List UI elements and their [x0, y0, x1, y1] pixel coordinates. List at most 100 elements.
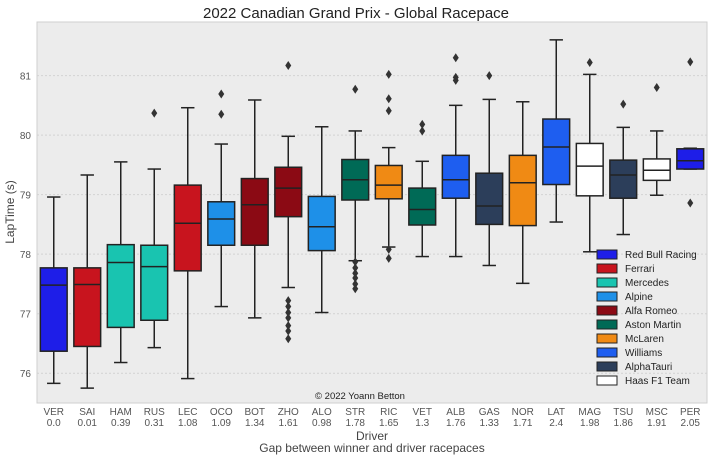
legend-label-5: Aston Martin — [625, 320, 681, 331]
outlier-MAG-0 — [586, 57, 593, 67]
box-VER — [39, 196, 68, 385]
box-MSC — [642, 82, 671, 196]
x-tick-gap-RUS: 0.31 — [145, 418, 165, 429]
legend-swatch-4 — [596, 305, 618, 316]
legend-swatch-2 — [596, 277, 618, 288]
legend-label-2: Mercedes — [625, 278, 669, 289]
outlier-RIC-0 — [385, 69, 392, 79]
outlier-RUS-0 — [151, 108, 158, 118]
y-tick-78: 78 — [20, 250, 32, 261]
outlier-PER-0 — [687, 57, 694, 67]
outlier-MSC-0 — [653, 82, 660, 92]
x-tick-driver-STR: STR — [345, 407, 365, 418]
x-tick-driver-VET: VET — [413, 407, 432, 418]
iqr-box-HAM — [106, 243, 135, 329]
iqr-box-OCO — [207, 201, 236, 246]
x-tick-driver-RIC: RIC — [380, 407, 397, 418]
iqr-box-VER — [39, 267, 68, 352]
x-tick-gap-ZHO: 1.61 — [279, 418, 299, 429]
x-tick-driver-ALB: ALB — [446, 407, 465, 418]
outlier-ZHO-7 — [285, 334, 292, 344]
legend-swatch-3 — [596, 291, 618, 302]
outlier-STR-3 — [352, 268, 359, 278]
box-ALB — [441, 53, 470, 258]
x-tick-gap-ALO: 0.98 — [312, 418, 332, 429]
outlier-RIC-1 — [385, 94, 392, 104]
x-tick-driver-LEC: LEC — [178, 407, 197, 418]
x-tick-gap-LAT: 2.4 — [549, 418, 563, 429]
box-RIC — [374, 69, 403, 263]
iqr-box-ZHO — [274, 166, 303, 218]
y-tick-81: 81 — [20, 72, 32, 83]
legend-label-7: Williams — [625, 348, 662, 359]
x-tick-driver-MSC: MSC — [646, 407, 668, 418]
outlier-GAS-0 — [486, 71, 493, 81]
outlier-ZHO-2 — [285, 302, 292, 312]
iqr-box-PER — [676, 148, 705, 170]
box-STR — [341, 84, 370, 294]
outlier-ZHO-4 — [285, 313, 292, 323]
y-tick-80: 80 — [20, 131, 32, 142]
outlier-PER-1 — [687, 198, 694, 208]
box-PER — [676, 57, 705, 208]
box-MAG — [575, 57, 604, 253]
box-HAM — [106, 161, 135, 364]
outlier-RIC-4 — [385, 253, 392, 263]
x-tick-gap-VET: 1.3 — [415, 418, 429, 429]
outlier-STR-2 — [352, 263, 359, 273]
outlier-ZHO-1 — [285, 296, 292, 306]
x-tick-gap-LEC: 1.08 — [178, 418, 198, 429]
x-tick-gap-MAG: 1.98 — [580, 418, 600, 429]
box-OCO — [207, 89, 236, 308]
x-tick-gap-SAI: 0.01 — [78, 418, 98, 429]
box-TSU — [609, 99, 638, 236]
x-tick-driver-VER: VER — [43, 407, 64, 418]
x-tick-gap-MSC: 1.91 — [647, 418, 667, 429]
legend-label-1: Ferrari — [625, 264, 654, 275]
outlier-ZHO-0 — [285, 60, 292, 70]
outlier-TSU-0 — [620, 99, 627, 109]
box-RUS — [140, 108, 169, 349]
legend-label-8: AlphaTauri — [625, 362, 672, 373]
box-ALO — [307, 126, 336, 314]
outlier-RIC-2 — [385, 106, 392, 116]
x-tick-gap-RIC: 1.65 — [379, 418, 399, 429]
x-tick-driver-TSU: TSU — [613, 407, 633, 418]
x-tick-gap-STR: 1.78 — [346, 418, 366, 429]
legend-label-0: Red Bull Racing — [625, 250, 697, 261]
watermark: © 2022 Yoann Betton — [315, 391, 405, 402]
x-tick-gap-TSU: 1.86 — [614, 418, 634, 429]
outlier-VET-0 — [419, 119, 426, 129]
outlier-ALB-0 — [452, 53, 459, 63]
x-tick-gap-ALB: 1.76 — [446, 418, 466, 429]
y-axis-label: LapTime (s) — [3, 180, 17, 244]
box-GAS — [475, 71, 504, 267]
legend-label-3: Alpine — [625, 292, 653, 303]
legend-swatch-8 — [596, 361, 618, 372]
box-SAI — [73, 174, 102, 389]
box-VET — [408, 119, 437, 258]
iqr-box-RUS — [140, 244, 169, 322]
iqr-box-ALB — [441, 154, 470, 199]
legend-swatch-5 — [596, 319, 618, 330]
outlier-STR-1 — [352, 257, 359, 267]
outlier-STR-4 — [352, 273, 359, 283]
iqr-box-ALO — [307, 195, 336, 252]
x-tick-driver-MAG: MAG — [578, 407, 601, 418]
legend: Red Bull Racing Ferrari Mercedes Alpine Alfa… — [596, 249, 697, 387]
legend-swatch-0 — [596, 249, 618, 260]
outlier-ZHO-5 — [285, 321, 292, 331]
box-series — [39, 39, 705, 389]
x-tick-gap-OCO: 1.09 — [212, 418, 232, 429]
y-tick-76: 76 — [20, 369, 32, 380]
outlier-OCO-1 — [218, 89, 225, 99]
x-tick-gap-PER: 2.05 — [681, 418, 701, 429]
y-tick-labels: 76 77 78 79 80 81 — [20, 72, 32, 381]
legend-label-9: Haas F1 Team — [625, 376, 690, 387]
box-ZHO — [274, 60, 303, 344]
iqr-box-SAI — [73, 267, 102, 348]
x-tick-gap-VER: 0.0 — [47, 418, 61, 429]
legend-label-6: McLaren — [625, 334, 664, 345]
